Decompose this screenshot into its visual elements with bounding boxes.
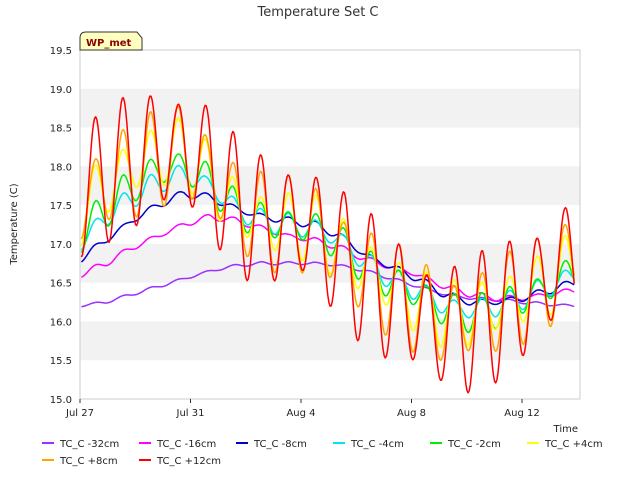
grid-band <box>80 166 580 206</box>
y-tick-label: 18.5 <box>50 124 72 135</box>
y-tick-label: 17.0 <box>50 240 72 251</box>
chart-title: Temperature Set C <box>256 5 378 20</box>
x-tick-label: Jul 31 <box>176 408 205 419</box>
x-tick-label: Aug 8 <box>397 408 426 419</box>
legend-label: TC_C -2cm <box>447 439 501 450</box>
legend: TC_C -32cm TC_C -16cm TC_C -8cm TC_C -4cm TC… <box>42 439 603 467</box>
legend-label: TC_C -4cm <box>350 439 404 450</box>
y-tick-label: 16.5 <box>50 279 72 290</box>
legend-label: TC_C -16cm <box>156 439 216 450</box>
y-tick-label: 19.5 <box>50 46 72 57</box>
grid-band <box>80 88 580 128</box>
series-line <box>81 214 575 302</box>
station-label: WP_met <box>86 38 132 49</box>
y-tick-label: 19.0 <box>50 85 72 96</box>
legend-label: TC_C +12cm <box>156 456 221 467</box>
legend-label: TC_C +4cm <box>544 439 603 450</box>
plot-frame <box>79 49 581 400</box>
x-tick-label: Aug 4 <box>286 408 315 419</box>
y-tick-label: 15.0 <box>50 395 72 406</box>
y-tick-label: 18.0 <box>50 162 72 173</box>
series-line <box>80 164 575 319</box>
series-line <box>80 105 575 362</box>
series-line <box>80 117 575 348</box>
y-tick-label: 15.5 <box>50 356 72 367</box>
legend-label: TC_C -32cm <box>59 439 119 450</box>
x-tick-label: Jul 27 <box>65 408 94 419</box>
grid-band <box>80 321 580 361</box>
series-line <box>80 95 575 394</box>
station-badge-box <box>79 31 143 51</box>
y-tick-label: 16.0 <box>50 317 72 328</box>
y-axis-label: Temperature (C) <box>9 183 20 265</box>
legend-label: TC_C -8cm <box>253 439 307 450</box>
series-lines <box>80 95 575 394</box>
y-tick-label: 17.5 <box>50 201 72 212</box>
legend-label: TC_C +8cm <box>59 456 118 467</box>
x-tick-label: Aug 12 <box>504 408 539 419</box>
x-axis-ticks: Jul 27 Jul 31 Aug 4 Aug 8 Aug 12 <box>65 399 540 419</box>
y-axis-ticks: 15.0 15.5 16.0 16.5 17.0 17.5 18.0 18.5 19.0 19.5 <box>50 46 72 406</box>
x-axis-label: Time <box>553 424 578 435</box>
station-badge: WP_met <box>79 31 143 51</box>
